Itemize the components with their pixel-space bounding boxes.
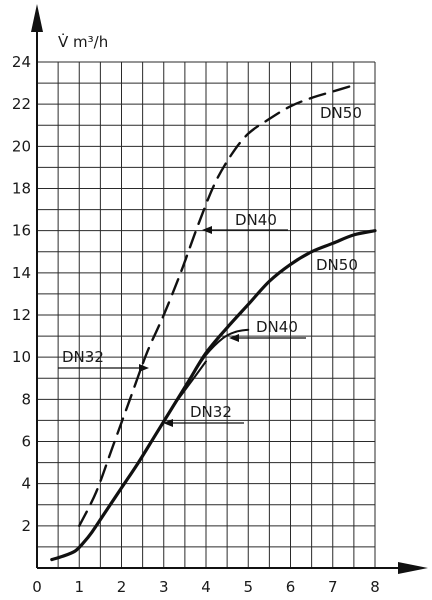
series-label-dn50: DN50	[316, 256, 358, 274]
series-label-dn32: DN32	[62, 348, 104, 366]
y-tick-label: 4	[21, 475, 31, 493]
grid	[36, 61, 376, 569]
x-tick-label: 1	[74, 578, 84, 596]
y-tick-label: 12	[12, 306, 31, 324]
leader-arrow-dn40	[229, 334, 239, 342]
x-tick-label: 0	[32, 578, 42, 596]
series-label-dn32: DN32	[190, 403, 232, 421]
series-line-dn50-0	[78, 83, 356, 528]
leader-arrow-dn32	[139, 364, 149, 372]
x-axis-arrow	[398, 562, 428, 574]
axes	[31, 4, 428, 574]
x-tick-label: 5	[243, 578, 253, 596]
y-tick-label: 2	[21, 517, 31, 535]
x-tick-label: 4	[201, 578, 211, 596]
series-label-dn40: DN40	[256, 318, 298, 336]
annotations: DN50 DN40 DN32 DN50 DN40 DN32	[58, 104, 362, 427]
y-tick-label: 20	[12, 137, 31, 155]
leader-arrow-dn40	[202, 226, 212, 234]
x-tick-label: 8	[370, 578, 380, 596]
series-label-dn50: DN50	[320, 104, 362, 122]
y-tick-label: 8	[21, 390, 31, 408]
y-tick-label: 22	[12, 95, 31, 113]
x-tick-label: 7	[328, 578, 338, 596]
x-tick-label: 6	[286, 578, 296, 596]
leader-arrow-dn32	[163, 419, 173, 427]
y-axis-label: V̇ m³/h	[58, 32, 108, 51]
y-axis-arrow	[31, 4, 43, 32]
y-tick-label: 10	[12, 348, 31, 366]
y-tick-label: 18	[12, 180, 31, 198]
y-tick-label: 16	[12, 222, 31, 240]
y-tick-label: 24	[12, 53, 31, 71]
series-line-dn32-3	[50, 360, 207, 561]
y-tick-label: 14	[12, 264, 31, 282]
y-tick-label: 6	[21, 433, 31, 451]
series-lines	[50, 83, 377, 562]
x-tick-label: 2	[117, 578, 127, 596]
x-tick-label: 3	[159, 578, 169, 596]
series-label-dn40: DN40	[235, 211, 277, 229]
